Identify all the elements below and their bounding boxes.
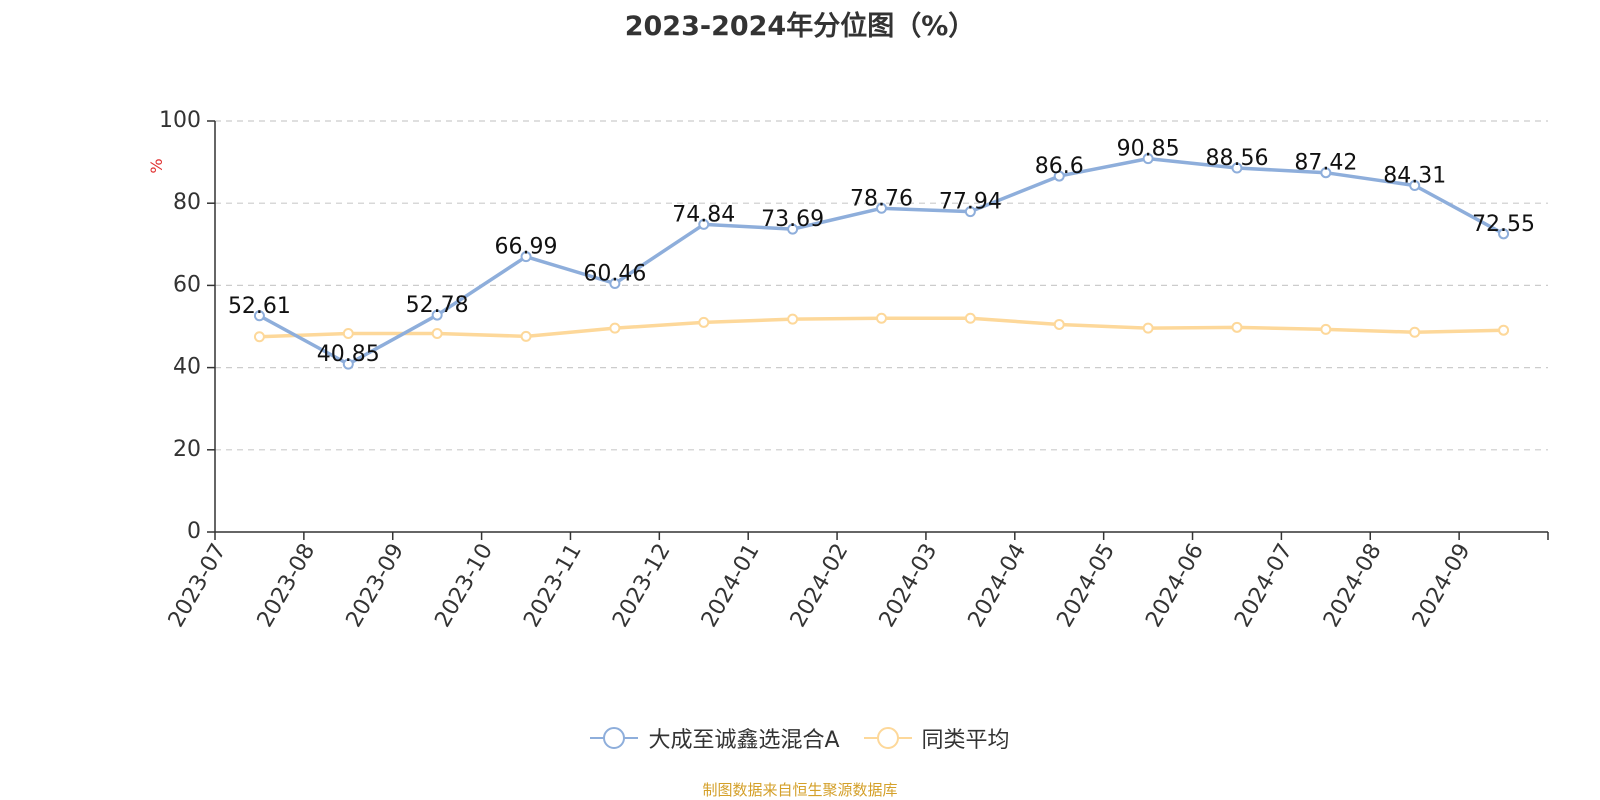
series-point-1 <box>698 316 710 328</box>
x-tick-label: 2024-09 <box>1408 540 1476 632</box>
series-point-0 <box>342 358 354 370</box>
x-tick-label: 2023-12 <box>608 540 676 632</box>
x-tick-label: 2024-07 <box>1230 540 1298 632</box>
data-label: 60.46 <box>583 262 646 287</box>
data-label: 86.6 <box>1035 154 1084 179</box>
series-point-1 <box>520 330 532 342</box>
x-tick-label: 2023-10 <box>430 540 498 632</box>
x-tick-label: 2024-06 <box>1141 540 1209 632</box>
series-point-0 <box>698 218 710 230</box>
series-point-1 <box>964 312 976 324</box>
series-point-0 <box>520 251 532 263</box>
legend-item-avg[interactable]: 同类平均 <box>863 722 1010 754</box>
x-tick-label: 2024-04 <box>964 540 1032 632</box>
data-label: 72.55 <box>1472 212 1535 237</box>
series-point-0 <box>1142 153 1154 165</box>
chart-title: 2023-2024年分位图（%） <box>624 11 976 42</box>
series-point-1 <box>1231 321 1243 333</box>
y-tick-label: 100 <box>159 108 201 133</box>
x-tick-label: 2024-08 <box>1319 540 1387 632</box>
series-point-1 <box>1409 326 1421 338</box>
series-point-1 <box>787 313 799 325</box>
legend-swatch-avg-icon <box>863 727 912 749</box>
data-label: 90.85 <box>1117 137 1180 162</box>
data-label: 84.31 <box>1383 163 1446 188</box>
x-tick-label: 2023-11 <box>519 540 587 632</box>
series-point-1 <box>253 331 265 343</box>
data-label: 74.84 <box>672 202 735 227</box>
source-note: 制图数据来自恒生聚源数据库 <box>702 781 898 799</box>
series-point-0 <box>1409 179 1421 191</box>
series-group <box>253 153 1510 370</box>
x-tick-label: 2023-08 <box>253 540 321 632</box>
data-label: 40.85 <box>317 342 380 367</box>
x-tick-label: 2024-01 <box>697 540 765 632</box>
y-tick-label: 80 <box>173 190 201 215</box>
series-point-1 <box>1142 322 1154 334</box>
series-point-1 <box>1320 323 1332 335</box>
data-label: 52.78 <box>406 293 469 318</box>
series-point-1 <box>342 327 354 339</box>
series-point-0 <box>1231 162 1243 174</box>
data-label: 88.56 <box>1205 146 1268 171</box>
series-point-1 <box>1498 324 1510 336</box>
data-label: 77.94 <box>939 190 1002 215</box>
data-label: 52.61 <box>228 294 291 319</box>
series-point-1 <box>431 327 443 339</box>
series-point-0 <box>1053 170 1065 182</box>
legend-label-fund: 大成至诚鑫选混合A <box>648 728 840 753</box>
series-point-0 <box>964 206 976 218</box>
series-point-0 <box>787 223 799 235</box>
series-point-0 <box>253 310 265 322</box>
y-tick-label: 0 <box>187 519 201 544</box>
x-tick-label: 2023-07 <box>164 540 232 632</box>
y-axis-unit: % <box>147 158 166 173</box>
data-label: 73.69 <box>761 207 824 232</box>
series-point-1 <box>1053 318 1065 330</box>
axes <box>214 121 1548 533</box>
grid-lines <box>215 120 1548 451</box>
y-tick-label: 20 <box>173 437 201 462</box>
data-label: 78.76 <box>850 186 913 211</box>
x-tick-label: 2024-02 <box>786 540 854 632</box>
legend-label-avg: 同类平均 <box>921 728 1010 753</box>
series-point-0 <box>1498 228 1510 240</box>
data-label: 66.99 <box>495 235 558 260</box>
y-tick-label: 60 <box>173 272 201 297</box>
x-tick-label: 2023-09 <box>342 540 410 632</box>
series-point-0 <box>609 278 621 290</box>
data-label: 87.42 <box>1294 151 1357 176</box>
x-tick-label: 2024-05 <box>1052 540 1120 632</box>
x-tick-label: 2024-03 <box>875 540 943 632</box>
series-point-0 <box>431 309 443 321</box>
x-axis-ticks: 2023-07 2023-08 2023-09 2023-10 2023-11 2023-… <box>164 532 1549 632</box>
series-point-1 <box>876 312 887 324</box>
series-point-0 <box>1320 167 1332 179</box>
y-axis-ticks: 0 20 40 60 80 100 <box>159 108 215 544</box>
legend-swatch-fund-icon <box>590 727 639 749</box>
y-tick-label: 40 <box>173 355 201 380</box>
data-labels: 52.61 40.85 52.78 66.99 60.46 74.84 73.69 78.76… <box>228 137 1535 368</box>
series-point-1 <box>609 322 621 334</box>
series-point-0 <box>876 202 887 214</box>
legend-item-fund[interactable]: 大成至诚鑫选混合A <box>590 722 840 754</box>
legend: 大成至诚鑫选混合A 同类平均 <box>0 722 1600 754</box>
